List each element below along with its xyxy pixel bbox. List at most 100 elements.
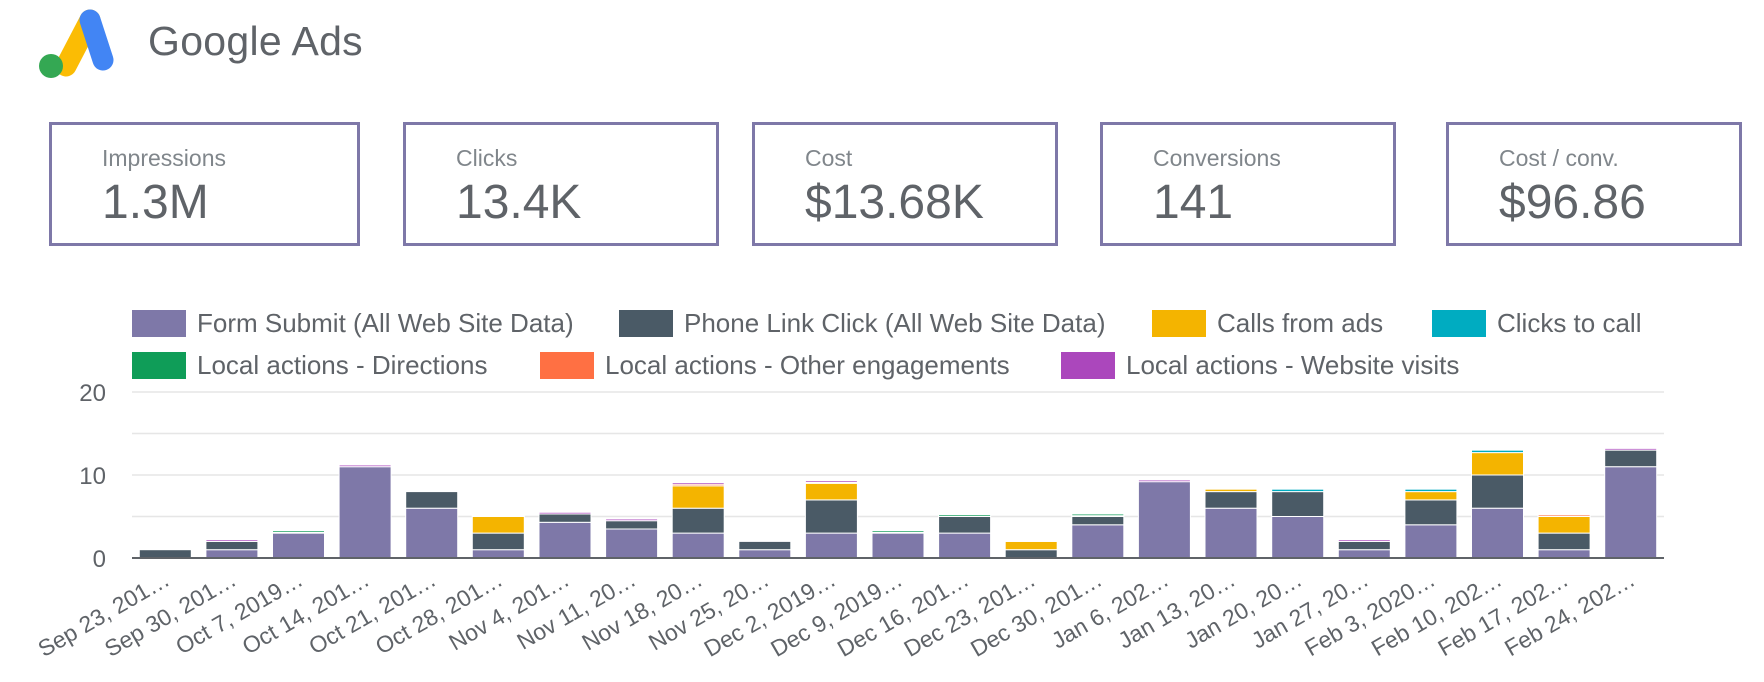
bar-segment[interactable] bbox=[1537, 532, 1591, 551]
bar-segment[interactable] bbox=[1271, 487, 1325, 490]
bar-segment[interactable] bbox=[138, 549, 192, 559]
legend-item-clicks-to-call[interactable]: Clicks to call bbox=[1432, 306, 1641, 340]
bar-segment[interactable] bbox=[804, 532, 858, 559]
legend-label: Local actions - Directions bbox=[197, 349, 488, 380]
bar-segment[interactable] bbox=[272, 530, 325, 533]
kpi-value: $13.68K bbox=[805, 176, 984, 229]
legend-label: Local actions - Other engagements bbox=[605, 349, 1010, 380]
chart-legend: Form Submit (All Web Site Data) Phone Li… bbox=[132, 306, 1692, 396]
bar-segment[interactable] bbox=[671, 485, 725, 509]
kpi-value: $96.86 bbox=[1499, 176, 1646, 229]
bar-segment[interactable] bbox=[1004, 540, 1058, 551]
bar-segment[interactable] bbox=[605, 528, 659, 559]
bar-segment[interactable] bbox=[871, 530, 925, 533]
bar-segment[interactable] bbox=[538, 511, 592, 515]
legend-swatch bbox=[619, 309, 673, 337]
legend-swatch bbox=[1432, 309, 1486, 337]
bar-segment[interactable] bbox=[1204, 491, 1258, 509]
kpi-value: 141 bbox=[1153, 176, 1234, 229]
bar-segment[interactable] bbox=[1604, 447, 1658, 451]
bar-segment[interactable] bbox=[671, 532, 725, 559]
bar-segment[interactable] bbox=[1404, 487, 1458, 490]
kpi-card-cost[interactable]: Cost $13.68K bbox=[752, 122, 1058, 246]
bar-segment[interactable] bbox=[671, 507, 725, 534]
bar-segment[interactable] bbox=[738, 540, 792, 551]
bar-segment[interactable] bbox=[804, 482, 858, 501]
bar-segment[interactable] bbox=[1137, 481, 1191, 559]
bar-segment[interactable] bbox=[605, 518, 659, 522]
legend-label: Phone Link Click (All Web Site Data) bbox=[684, 307, 1106, 338]
kpi-card-cost-per-conversion[interactable]: Cost / conv. $96.86 bbox=[1446, 122, 1742, 246]
legend-item-local-directions[interactable]: Local actions - Directions bbox=[132, 348, 487, 382]
legend-item-form-submit[interactable]: Form Submit (All Web Site Data) bbox=[132, 306, 574, 340]
bar-segment[interactable] bbox=[1471, 507, 1524, 559]
bar-segment[interactable] bbox=[205, 540, 259, 551]
legend-item-calls-from-ads[interactable]: Calls from ads bbox=[1152, 306, 1383, 340]
kpi-card-impressions[interactable]: Impressions 1.3M bbox=[49, 122, 360, 246]
bar-segment[interactable] bbox=[1604, 449, 1658, 468]
bar-segment[interactable] bbox=[1537, 513, 1591, 516]
bar-segment[interactable] bbox=[1537, 549, 1591, 559]
bar-segment[interactable] bbox=[471, 549, 525, 559]
legend-item-phone-link-click[interactable]: Phone Link Click (All Web Site Data) bbox=[619, 306, 1105, 340]
bar-segment[interactable] bbox=[1337, 539, 1391, 542]
bar-segment[interactable] bbox=[405, 507, 459, 559]
bar-segment[interactable] bbox=[338, 466, 392, 559]
bar-segment[interactable] bbox=[405, 491, 459, 509]
bar-segment[interactable] bbox=[605, 520, 659, 530]
bar-segment[interactable] bbox=[671, 482, 725, 485]
bar-segment[interactable] bbox=[1537, 516, 1591, 534]
bar-segment[interactable] bbox=[1004, 549, 1058, 559]
bar-segment[interactable] bbox=[538, 513, 592, 523]
bar-segment[interactable] bbox=[1071, 513, 1125, 517]
kpi-value: 13.4K bbox=[456, 176, 582, 229]
legend-label: Calls from ads bbox=[1217, 307, 1384, 338]
bar-segment[interactable] bbox=[1071, 524, 1125, 559]
bar-segment[interactable] bbox=[1471, 452, 1524, 476]
bar-segment[interactable] bbox=[938, 516, 992, 534]
bar-segment[interactable] bbox=[1271, 491, 1325, 517]
legend-item-local-other-engagements[interactable]: Local actions - Other engagements bbox=[540, 348, 1010, 382]
bar-segment[interactable] bbox=[1404, 499, 1458, 526]
bar-segment[interactable] bbox=[205, 549, 259, 559]
bar-segment[interactable] bbox=[1071, 516, 1125, 526]
kpi-label: Cost bbox=[805, 145, 853, 171]
kpi-label: Cost / conv. bbox=[1499, 145, 1619, 171]
bar-segment[interactable] bbox=[1271, 516, 1325, 559]
y-tick-label: 0 bbox=[93, 546, 106, 573]
bar-segment[interactable] bbox=[1204, 507, 1258, 559]
bar-segment[interactable] bbox=[272, 532, 325, 559]
bar-segment[interactable] bbox=[938, 514, 992, 518]
bar-segment[interactable] bbox=[804, 480, 858, 484]
bar-segment[interactable] bbox=[1404, 491, 1458, 501]
kpi-value: 1.3M bbox=[102, 176, 209, 229]
bar-segment[interactable] bbox=[471, 516, 525, 534]
legend-label: Clicks to call bbox=[1497, 307, 1642, 338]
kpi-card-conversions[interactable]: Conversions 141 bbox=[1100, 122, 1396, 246]
legend-item-local-website-visits[interactable]: Local actions - Website visits bbox=[1061, 348, 1459, 382]
bar-segment[interactable] bbox=[738, 549, 792, 559]
bar-segment[interactable] bbox=[1204, 487, 1258, 490]
bar-segment[interactable] bbox=[1004, 540, 1058, 542]
bar-segment[interactable] bbox=[338, 464, 392, 468]
bar-segment[interactable] bbox=[1471, 474, 1524, 509]
legend-swatch bbox=[1152, 309, 1206, 337]
bar-segment[interactable] bbox=[1404, 524, 1458, 559]
kpi-card-clicks[interactable]: Clicks 13.4K bbox=[403, 122, 719, 246]
bar-segment[interactable] bbox=[1337, 540, 1391, 551]
bar-segment[interactable] bbox=[1471, 447, 1524, 450]
bar-segment[interactable] bbox=[205, 539, 259, 542]
legend-label: Form Submit (All Web Site Data) bbox=[197, 307, 574, 338]
brand-title: Google Ads bbox=[148, 18, 363, 64]
bar-segment[interactable] bbox=[1337, 549, 1391, 559]
bar-segment[interactable] bbox=[471, 532, 525, 551]
bar-segment[interactable] bbox=[1137, 479, 1191, 483]
bar-segment[interactable] bbox=[538, 521, 592, 559]
bar-segment[interactable] bbox=[1604, 466, 1658, 559]
bar-segment[interactable] bbox=[938, 532, 992, 559]
bar-segment[interactable] bbox=[471, 515, 525, 517]
bar-segment[interactable] bbox=[804, 499, 858, 534]
legend-swatch bbox=[540, 351, 594, 379]
bar-segment[interactable] bbox=[871, 532, 925, 559]
